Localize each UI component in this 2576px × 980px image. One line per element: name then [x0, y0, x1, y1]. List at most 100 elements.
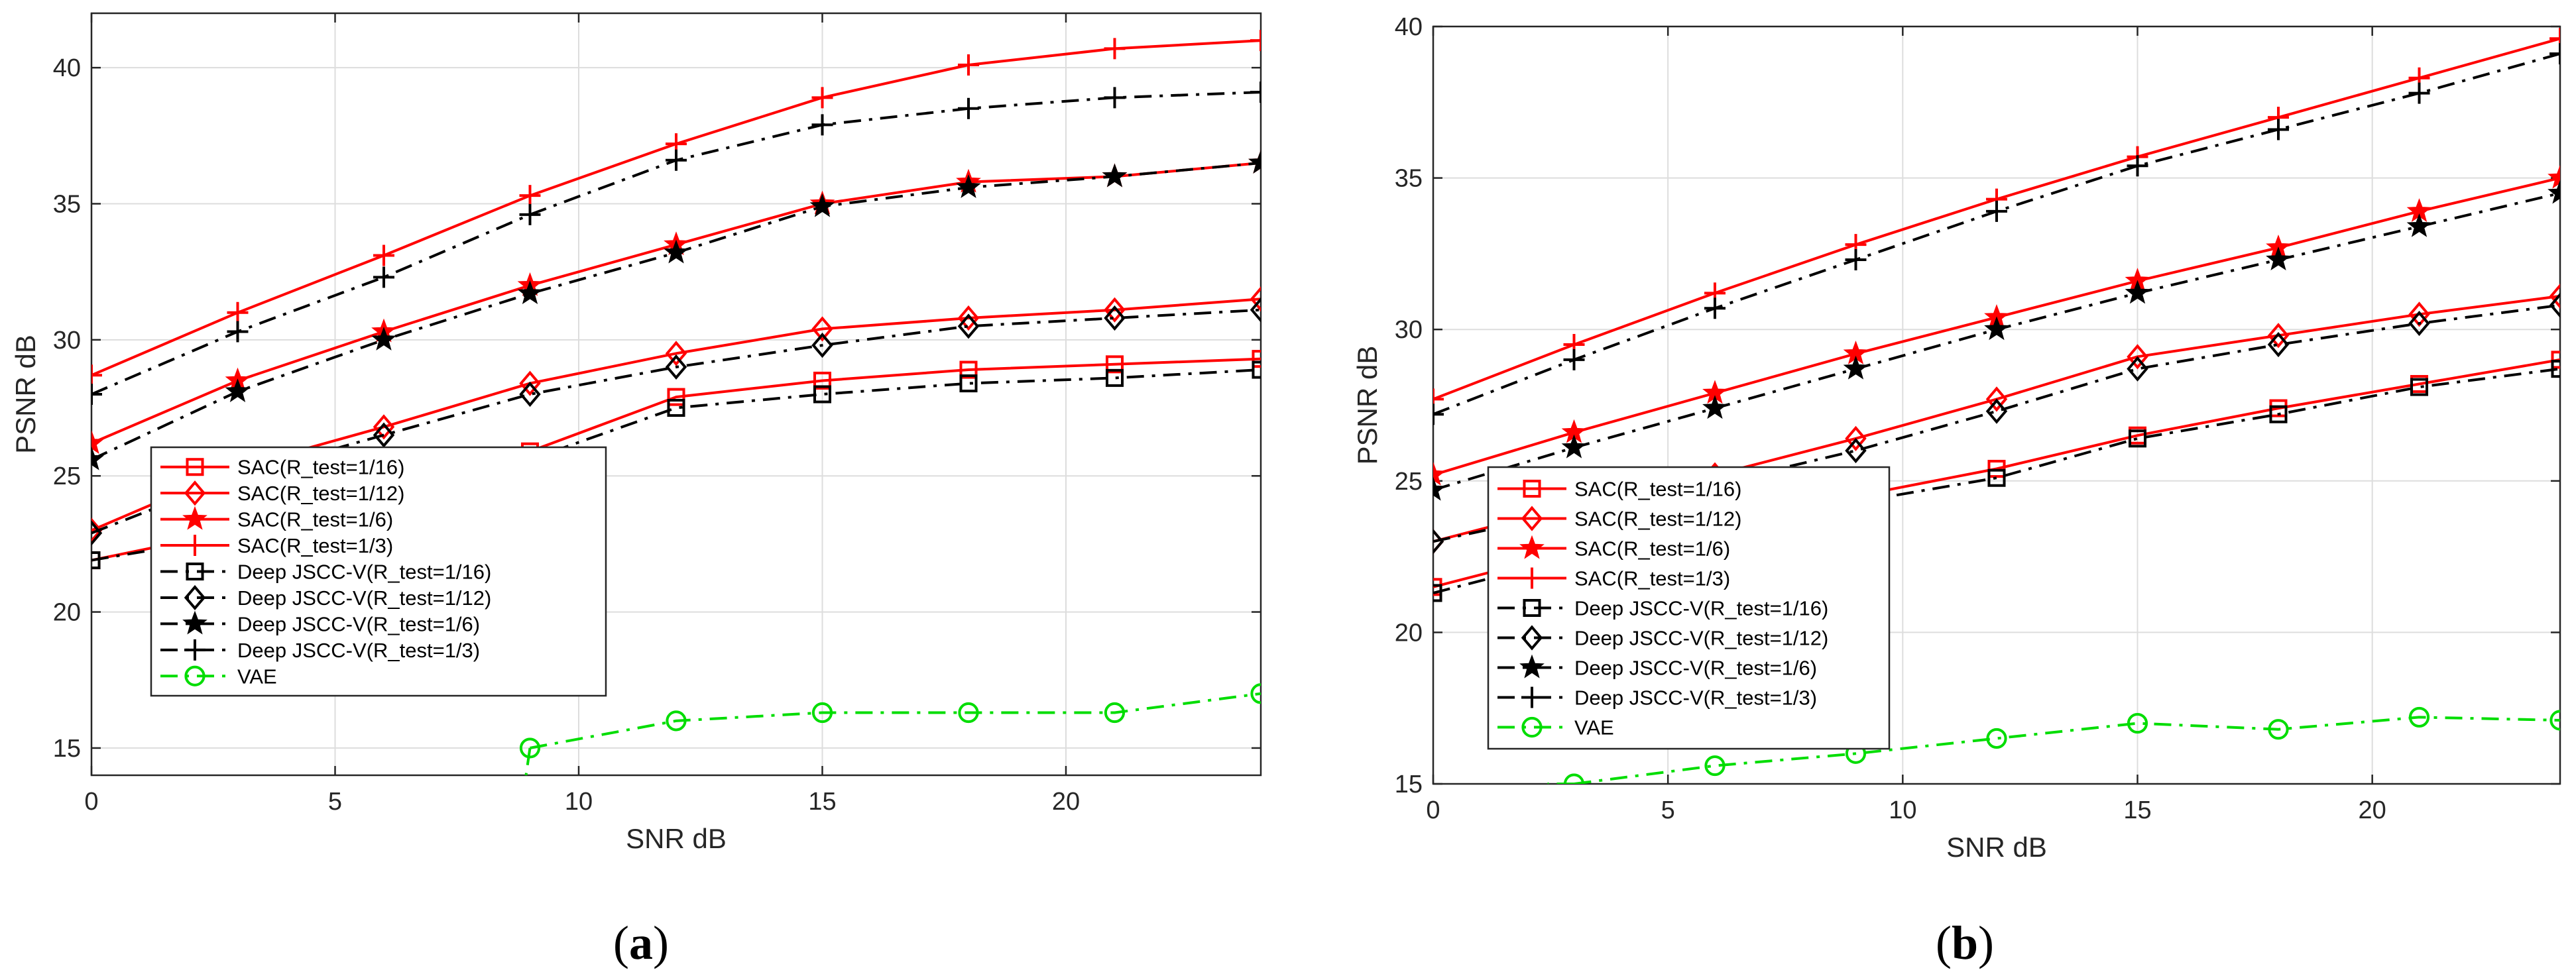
panel-b-series-2-point: [1985, 386, 2008, 412]
panel-caption-b-letter: b: [1951, 916, 1979, 969]
panel-a-series-6-point: [91, 520, 103, 546]
panel-a-series-7-point: [664, 239, 689, 264]
panel-a-series-1-point: [813, 371, 832, 390]
panel-a-series-1-point: [667, 388, 685, 406]
panel-b-y-tick-label: 30: [1395, 316, 1423, 344]
panel-a-y-tick-label: 35: [53, 191, 81, 219]
panel-a-series-6-point: [373, 422, 395, 448]
panel-b-legend-entry: SAC(R_test=1/3): [1574, 567, 1730, 590]
panel-b-series-8-point: [1433, 404, 1444, 425]
panel-b-series-9-point: [1704, 755, 1726, 777]
panel-b-series-2-point: [2549, 283, 2560, 309]
panel-a-legend-box: [150, 446, 607, 697]
panel-a-series-8-point: [1250, 82, 1261, 103]
panel-b-series-6-point: [1433, 529, 1444, 555]
panel-b-series-8-point: [2127, 155, 2148, 177]
panel-b-series-5-point: [1987, 468, 2006, 487]
panel-a-x-axis-label: SNR dB: [626, 823, 727, 854]
panel-a-legend-entry: SAC(R_test=1/3): [237, 534, 393, 557]
panel-b-series-2-point: [1845, 425, 1867, 451]
panel-b-series-9-point: [1563, 773, 1585, 784]
panel-a-series-2-point: [1104, 297, 1126, 323]
panel-a-series-1-point: [1252, 350, 1261, 368]
panel-a-grid: [91, 13, 1261, 775]
panel-a-y-tick-label: 25: [53, 463, 81, 490]
panel-b-x-tick-label: 20: [2359, 796, 2386, 824]
panel-a-series-7-point: [1248, 150, 1261, 174]
panel-a-legend-swatch-marker: [184, 639, 205, 661]
panel-a-series-6-point: [665, 354, 687, 380]
panel-b-series-7-point: [2125, 280, 2150, 304]
panel-a-legend-swatch-marker: [186, 458, 204, 476]
panel-b-legend-entry: SAC(R_test=1/6): [1574, 537, 1730, 561]
panel-a-x-tick-label: 5: [328, 788, 342, 816]
panel-a-legend-swatch-marker: [184, 535, 205, 557]
panel-b-legend-box: [1487, 466, 1891, 750]
panel-b-series-8-point: [1845, 249, 1867, 271]
panel-a-series-8-point: [1104, 87, 1126, 109]
panel-b-legend-entry: VAE: [1574, 716, 1614, 739]
panel-a-legend-swatch-marker: [184, 665, 205, 686]
panel-a-series-5-point: [667, 399, 685, 417]
panel-b-series-8-point: [1704, 298, 1726, 319]
panel-b-series-6-point: [2127, 356, 2148, 382]
panel-a-series-5-point: [1252, 360, 1261, 379]
panel-a-series-8-point: [958, 97, 979, 119]
panel-b-series-7-point: [2406, 213, 2432, 237]
panel-a-legend-swatch-marker: [186, 562, 204, 581]
panel-a-series-8-point: [227, 321, 249, 343]
panel-a-legend-entry: Deep JSCC-V(R_test=1/16): [237, 561, 491, 584]
panel-b-y-tick-label: 25: [1395, 468, 1423, 496]
panel-b-series-5-point: [2269, 405, 2288, 423]
panel-b-chart: 0 5 10 15 20 15 20 25 30 35 40 SNR dB PSNR dB SAC(R_t…: [1352, 13, 2561, 863]
panel-a-series-2-point: [665, 341, 687, 366]
panel-b-series-7-point: [1561, 434, 1587, 459]
panel-a-series-9-point: [811, 702, 833, 724]
panel-b-legend-swatch-marker: [1519, 654, 1545, 679]
panel-a-legend-entry: SAC(R_test=1/6): [237, 508, 393, 531]
panel-b-legend-swatch-marker: [1523, 479, 1541, 498]
panel-a-series-4-point: [958, 54, 979, 76]
panel-a-series-6-point: [1250, 297, 1261, 323]
panel-b-x-tick-label: 0: [1426, 796, 1440, 824]
panel-a-y-axis-label: PSNR dB: [10, 335, 41, 454]
panel-b-y-tick-label: 15: [1395, 771, 1423, 798]
panel-b-legend-swatch-marker: [1521, 506, 1543, 531]
panel-a-legend-entry: Deep JSCC-V(R_test=1/6): [237, 612, 480, 635]
panel-a-series-6-point: [811, 332, 833, 358]
panel-b-series-7-point: [1843, 355, 1869, 380]
panel-a-y-tick-label: 40: [53, 54, 81, 82]
panel-a-y-tick-label: 20: [53, 599, 81, 627]
panel-a-series-4-point: [373, 245, 394, 266]
panel-a-series-9-point: [666, 710, 687, 732]
panel-b-series-2-point: [2408, 301, 2430, 327]
panel-b-legend: SAC(R_test=1/16) SAC(R_test=1/12) SAC(R_te…: [1487, 466, 1891, 750]
panel-a-x-tick-label: 20: [1052, 788, 1080, 816]
panel-a-chart: 0 5 10 15 20 15 20 25 30 35 40 SNR dB PSNR dB SAC(R_t…: [10, 12, 1262, 854]
panel-b-series-6-point: [1985, 398, 2008, 424]
panel-b-legend-swatch-marker: [1521, 716, 1543, 738]
panel-a-series-9-point: [958, 702, 979, 724]
panel-a-series-8-point: [519, 203, 541, 225]
panel-b-series-9-point: [2549, 710, 2560, 731]
panel-a-legend-entry: SAC(R_test=1/16): [237, 456, 404, 479]
panel-a-legend-entry: Deep JSCC-V(R_test=1/12): [237, 586, 491, 610]
panel-a-x-tick-label: 15: [808, 788, 836, 816]
panel-b-series-6-point: [2408, 310, 2430, 337]
panel-b-legend-swatch-marker: [1521, 625, 1543, 651]
panel-b-y-tick-label: 40: [1395, 13, 1423, 41]
panel-b-series-9-point: [2268, 719, 2289, 740]
panel-a-x-tick-label: 10: [565, 788, 593, 816]
panel-a-series-4-point: [811, 87, 833, 109]
panel-b-series-3-point: [2547, 164, 2560, 189]
panel-caption-b: (b): [1936, 916, 1995, 969]
panel-a-series-7-point: [371, 327, 396, 351]
panel-b-series-8-point: [1986, 200, 2007, 222]
panel-a-ticks: 0 5 10 15 20 15 20 25 30 35 40: [53, 13, 1261, 816]
panel-a-series-4-point: [1250, 30, 1261, 52]
panel-b-series-4-point: [1433, 388, 1444, 410]
panel-b-x-tick-label: 10: [1889, 796, 1916, 824]
panel-a-series-5-point: [813, 385, 832, 404]
panel-b-legend-entry: SAC(R_test=1/16): [1574, 478, 1741, 501]
panel-b-x-axis-label: SNR dB: [1946, 832, 2047, 863]
